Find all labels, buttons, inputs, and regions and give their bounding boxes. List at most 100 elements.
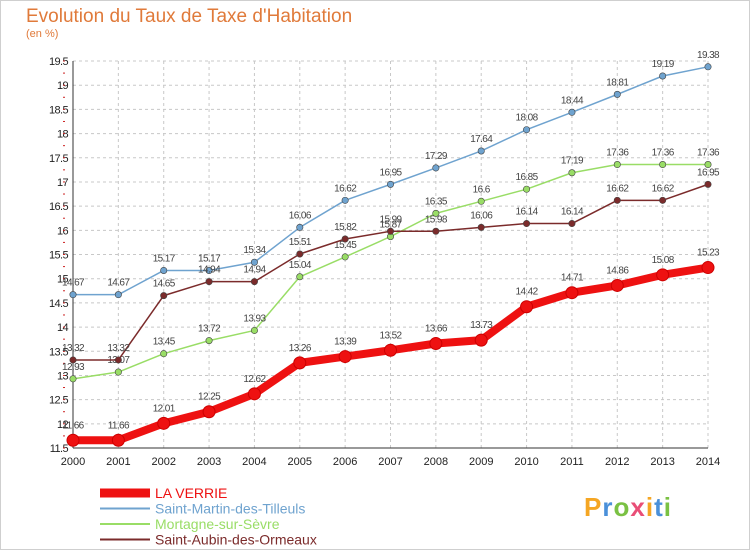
- y-tick-label: 17.5: [49, 153, 68, 165]
- y-tick-label: 12: [57, 419, 69, 431]
- x-tick-label: 2007: [378, 456, 402, 468]
- data-point: [114, 356, 122, 364]
- data-point: [659, 196, 667, 204]
- data-label: 19.38: [697, 50, 720, 61]
- data-label: 15.08: [652, 255, 675, 266]
- data-point: [205, 278, 213, 286]
- data-point: [250, 278, 258, 286]
- data-label: 15.34: [243, 245, 266, 256]
- x-tick-label: 2000: [61, 456, 85, 468]
- data-label: 14.65: [153, 279, 176, 290]
- data-point: [568, 220, 576, 228]
- series-3: 13.32 13.32 14.65 14.94 14.94 15.51 15.82 15.99…: [62, 167, 721, 364]
- data-point: [474, 333, 488, 347]
- data-label: 13.72: [198, 324, 221, 335]
- data-point: [250, 326, 258, 334]
- logo-letter: t: [654, 492, 664, 522]
- data-label: 17.19: [561, 156, 584, 167]
- data-point: [568, 108, 576, 116]
- data-label: 14.67: [107, 278, 130, 289]
- y-tick-label: 15.5: [49, 250, 68, 262]
- data-label: 14.42: [516, 287, 539, 298]
- data-point: [386, 227, 394, 235]
- data-label: 14.94: [198, 265, 221, 276]
- x-tick-label: 2012: [605, 456, 629, 468]
- data-point: [429, 337, 443, 351]
- data-point: [205, 266, 213, 274]
- y-tick-label: 19: [57, 80, 69, 92]
- data-point: [432, 227, 440, 235]
- data-point: [69, 291, 77, 299]
- x-tick-label: 2003: [197, 456, 221, 468]
- data-label: 15.51: [289, 237, 312, 248]
- data-point: [69, 356, 77, 364]
- data-point: [111, 433, 125, 447]
- data-label: 14.94: [243, 265, 266, 276]
- x-tick-label: 2009: [469, 456, 493, 468]
- x-tick-label: 2001: [106, 456, 130, 468]
- data-point: [659, 161, 667, 169]
- data-label: 16.35: [425, 196, 448, 207]
- x-tick-label: 2004: [242, 456, 266, 468]
- data-label: 15.23: [697, 248, 720, 259]
- data-point: [160, 350, 168, 358]
- data-point: [613, 90, 621, 98]
- data-point: [432, 164, 440, 172]
- data-point: [520, 300, 534, 314]
- series-2: 12.9313.0713.4513.7213.9315.0415.4515.87…: [62, 148, 721, 383]
- data-point: [160, 266, 168, 274]
- data-point: [613, 196, 621, 204]
- data-point: [114, 368, 122, 376]
- data-label: 13.32: [62, 343, 85, 354]
- data-label: 17.36: [652, 148, 675, 159]
- data-point: [659, 72, 667, 80]
- data-point: [704, 180, 712, 188]
- data-label: 13.73: [470, 320, 493, 331]
- logo-letter: x: [630, 492, 646, 522]
- y-tick-label: 13: [57, 370, 69, 382]
- unit-label: (en %): [26, 28, 59, 40]
- data-point: [293, 356, 307, 370]
- y-tick-label: 19.5: [49, 56, 68, 68]
- data-label: 15.45: [334, 240, 357, 251]
- data-point: [114, 291, 122, 299]
- x-tick-label: 2014: [696, 456, 720, 468]
- y-tick-label: 15: [57, 274, 69, 286]
- data-label: 11.66: [62, 420, 84, 431]
- y-tick-label: 14: [57, 322, 69, 334]
- y-tick-label: 18.5: [49, 104, 68, 116]
- data-label: 15.87: [379, 220, 402, 231]
- data-label: 13.26: [289, 343, 312, 354]
- data-point: [384, 343, 397, 357]
- data-point: [66, 433, 80, 447]
- data-label: 12.25: [198, 392, 221, 403]
- data-label: 12.01: [153, 403, 176, 414]
- data-label: 17.36: [606, 148, 629, 159]
- data-label: 12.93: [62, 362, 85, 373]
- y-tick-label: 14.5: [49, 298, 68, 310]
- logo-letter: i: [645, 492, 655, 522]
- data-label: 15.98: [425, 214, 448, 225]
- data-point: [610, 278, 624, 292]
- data-label: 16.06: [470, 210, 493, 221]
- x-tick-label: 2005: [288, 456, 312, 468]
- y-tick-label: 13.5: [49, 346, 68, 358]
- data-point: [432, 209, 440, 217]
- data-label: 19.19: [652, 59, 675, 70]
- data-point: [202, 405, 216, 419]
- data-label: 14.86: [606, 265, 629, 276]
- x-tick-label: 2011: [560, 456, 584, 468]
- series-0: 11.66 11.66 12.01 12.25 12.62 13.26 13.39 13.52…: [62, 248, 721, 447]
- data-label: 16.62: [652, 183, 675, 194]
- data-point: [341, 253, 349, 261]
- data-point: [296, 250, 304, 258]
- data-label: 16.06: [289, 210, 312, 221]
- data-point: [523, 185, 531, 193]
- y-tick-label: 16: [57, 225, 69, 237]
- data-point: [250, 258, 258, 266]
- y-tick-label: 18: [57, 129, 69, 141]
- y-tick-label: 16.5: [49, 201, 68, 213]
- data-label: 16.14: [561, 207, 584, 218]
- data-point: [704, 63, 712, 71]
- data-label: 16.95: [697, 167, 720, 178]
